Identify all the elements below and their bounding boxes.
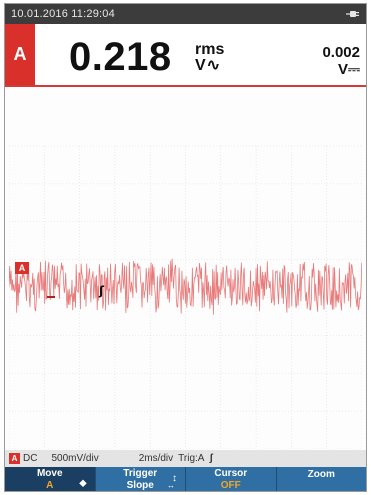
secondary-volt-unit: V	[338, 61, 349, 78]
status-bar: 10.01.2016 11:29:04	[5, 4, 366, 24]
move-label: Move	[36, 468, 63, 479]
secondary-measurement: 0.002 V ⎓	[322, 44, 360, 78]
trigger-label-key: Trigger	[123, 468, 158, 479]
rms-label: rms	[195, 41, 225, 58]
plug-icon	[346, 11, 359, 17]
volts-per-div-label: 500mV/div	[51, 453, 99, 464]
info-bar: A DC 500mV/div 2ms/div Trig:A ʃ	[5, 450, 366, 467]
main-measurement-value: 0.218	[69, 35, 172, 79]
secondary-measurement-value: 0.002	[322, 44, 360, 61]
channel-a-marker[interactable]: A	[15, 262, 29, 274]
move-arrows-icon: ⬥	[79, 478, 87, 489]
channel-badge[interactable]: A	[5, 24, 35, 85]
up-down-arrow-icon: ↕	[172, 473, 177, 484]
trigger-label: Trig:A	[178, 453, 205, 464]
softkey-bar: Move A ⬥ Trigger Slope ↕ ↔ Cursor OFF Zo…	[5, 467, 366, 491]
cursor-state: OFF	[220, 480, 241, 491]
time-per-div-label: 2ms/div	[138, 453, 174, 464]
scope-grid	[9, 145, 362, 449]
trigger-softkey[interactable]: Trigger Slope ↕ ↔	[95, 467, 186, 491]
zoom-softkey[interactable]: Zoom	[276, 467, 366, 491]
ac-wave-icon: ∿	[206, 57, 221, 74]
info-channel-badge: A	[9, 453, 20, 464]
volt-unit: V	[195, 57, 206, 74]
measurement-readout: A 0.218 rms V ∿ 0.002 V ⎓	[5, 24, 366, 87]
main-measurement-unit: rms V ∿	[195, 42, 224, 74]
coupling-label: DC	[23, 453, 38, 464]
trigger-slope-icon: ʃ	[209, 453, 213, 464]
waveform-display[interactable]: ʃ	[9, 88, 362, 449]
cursor-softkey[interactable]: Cursor OFF	[186, 467, 277, 491]
slope-label: Slope	[126, 480, 154, 491]
zoom-label: Zoom	[307, 469, 335, 480]
dc-symbol-icon: ⎓	[348, 61, 360, 78]
left-right-arrow-icon: ↔	[167, 481, 175, 490]
datetime: 10.01.2016 11:29:04	[11, 8, 115, 20]
scope-screen: 10.01.2016 11:29:04 A 0.218 rms V ∿ 0.00…	[4, 3, 367, 492]
waveform-trace	[9, 258, 362, 315]
trigger-point-marker: ʃ	[98, 284, 105, 298]
move-softkey[interactable]: Move A ⬥	[5, 467, 96, 491]
move-channel-value: A	[46, 480, 54, 491]
cursor-label: Cursor	[214, 468, 248, 479]
